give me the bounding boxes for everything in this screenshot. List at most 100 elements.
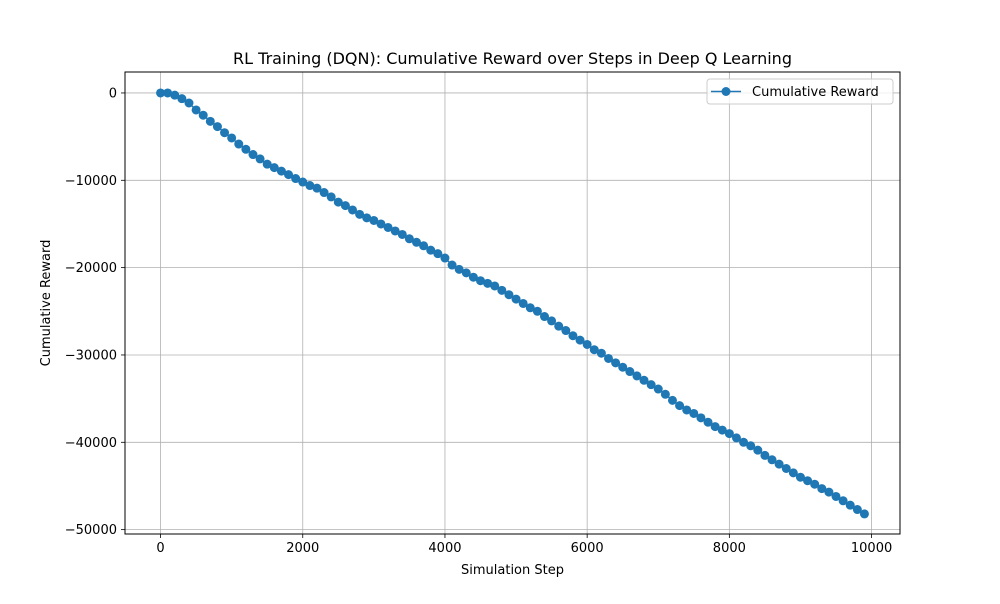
data-point bbox=[540, 312, 549, 322]
data-point bbox=[234, 139, 244, 149]
data-point bbox=[198, 110, 208, 120]
data-point bbox=[852, 505, 862, 515]
axis-ticks: 0 2000 4000 6000 8000 10000 0 −10000 −20000 −3000… bbox=[65, 86, 892, 556]
y-tick-label: −30000 bbox=[65, 348, 117, 363]
data-point bbox=[710, 422, 720, 432]
y-tick-label: 0 bbox=[109, 86, 117, 101]
data-point bbox=[276, 166, 286, 176]
data-point bbox=[362, 213, 372, 223]
data-point bbox=[682, 405, 692, 415]
y-tick-label: −20000 bbox=[65, 261, 117, 276]
data-point bbox=[397, 229, 407, 239]
data-point bbox=[447, 260, 457, 270]
data-point bbox=[753, 445, 763, 455]
data-point bbox=[611, 358, 621, 368]
data-point bbox=[774, 459, 784, 469]
series-layer bbox=[156, 88, 869, 519]
data-point bbox=[348, 205, 358, 215]
data-point bbox=[212, 122, 222, 132]
y-tick-label: −40000 bbox=[65, 436, 117, 451]
y-axis-label: Cumulative Reward bbox=[39, 240, 54, 367]
data-point bbox=[731, 433, 741, 443]
data-point bbox=[646, 380, 656, 390]
data-point bbox=[532, 306, 542, 316]
data-point bbox=[298, 177, 308, 187]
data-point bbox=[831, 491, 841, 501]
data-point bbox=[767, 455, 777, 465]
data-point bbox=[603, 353, 613, 363]
data-point bbox=[547, 316, 557, 326]
data-point bbox=[632, 371, 642, 381]
x-axis-label: Simulation Step bbox=[461, 563, 564, 578]
data-point bbox=[340, 201, 350, 211]
data-point bbox=[319, 188, 329, 198]
data-point bbox=[284, 170, 294, 180]
data-point bbox=[468, 272, 478, 282]
data-point bbox=[163, 88, 173, 98]
x-tick-label: 4000 bbox=[428, 541, 461, 556]
data-point bbox=[639, 375, 649, 385]
data-point bbox=[262, 159, 272, 169]
legend-label: Cumulative Reward bbox=[752, 85, 879, 100]
data-point bbox=[248, 150, 258, 160]
data-point bbox=[404, 234, 414, 244]
data-point bbox=[660, 389, 670, 399]
data-point bbox=[525, 303, 535, 313]
data-point bbox=[461, 268, 471, 278]
plot-area-frame bbox=[124, 71, 901, 535]
data-point bbox=[667, 395, 677, 405]
data-point bbox=[675, 401, 685, 411]
data-point bbox=[582, 339, 592, 349]
data-point bbox=[568, 331, 578, 341]
data-point bbox=[795, 472, 805, 482]
x-tick-label: 6000 bbox=[571, 541, 604, 556]
data-point bbox=[170, 90, 180, 100]
data-point bbox=[326, 192, 336, 202]
data-point bbox=[184, 98, 194, 108]
data-point bbox=[497, 285, 507, 295]
data-point bbox=[383, 222, 393, 232]
data-point bbox=[255, 154, 265, 164]
data-point bbox=[724, 429, 734, 439]
data-point bbox=[618, 362, 628, 372]
data-point bbox=[269, 163, 279, 173]
data-point bbox=[312, 183, 322, 193]
chart-title: RL Training (DQN): Cumulative Reward ove… bbox=[233, 49, 792, 68]
x-tick-label: 0 bbox=[156, 541, 164, 556]
data-point bbox=[177, 94, 187, 104]
data-point bbox=[760, 450, 770, 460]
data-point bbox=[376, 219, 386, 229]
legend-box bbox=[706, 78, 894, 105]
data-point bbox=[355, 209, 365, 219]
data-point bbox=[746, 441, 756, 451]
data-point bbox=[476, 276, 485, 286]
x-tick-label: 2000 bbox=[286, 541, 319, 556]
data-point bbox=[810, 479, 820, 489]
data-point bbox=[817, 484, 827, 494]
data-point bbox=[440, 253, 450, 263]
data-point bbox=[504, 290, 514, 300]
data-point bbox=[788, 468, 798, 478]
data-point bbox=[419, 241, 429, 251]
legend-marker-swatch bbox=[721, 87, 731, 96]
data-point bbox=[838, 496, 848, 506]
data-point bbox=[589, 345, 599, 355]
data-point bbox=[205, 116, 215, 126]
data-point bbox=[227, 133, 237, 143]
data-point bbox=[433, 249, 443, 259]
data-point bbox=[859, 509, 869, 519]
data-point bbox=[625, 367, 635, 377]
data-point bbox=[824, 487, 834, 497]
data-point bbox=[554, 321, 564, 331]
data-point bbox=[305, 181, 315, 191]
data-point bbox=[426, 245, 436, 255]
data-point bbox=[333, 197, 343, 207]
data-point bbox=[696, 413, 706, 423]
data-point bbox=[703, 417, 713, 427]
data-point bbox=[483, 278, 493, 288]
data-point bbox=[291, 174, 301, 184]
data-point bbox=[653, 384, 663, 394]
data-point bbox=[454, 264, 464, 274]
legend: Cumulative Reward bbox=[706, 78, 894, 105]
